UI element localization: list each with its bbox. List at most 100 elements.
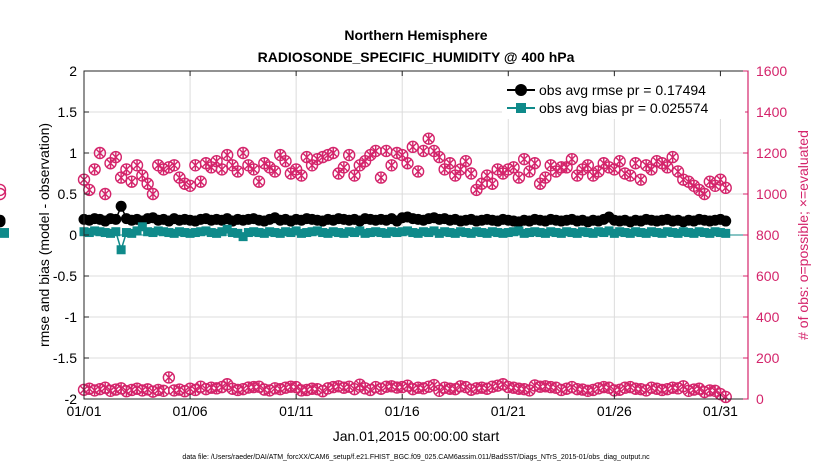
obs-possible-point (146, 187, 160, 201)
obs-evaluated-point (626, 382, 635, 393)
obs-evaluated-point (313, 154, 322, 165)
obs-evaluated-point (270, 166, 279, 177)
bias-point (652, 228, 662, 238)
obs-evaluated-point (345, 150, 354, 161)
obs-evaluated-point (127, 176, 136, 187)
bias-point (567, 228, 577, 238)
bias-point (238, 232, 248, 242)
bias-point (593, 227, 603, 237)
obs-evaluated-point (196, 176, 205, 187)
obs-possible-point (279, 154, 292, 168)
obs-evaluated-point (435, 152, 444, 163)
obs-evaluated-point (180, 178, 189, 189)
legend: obs avg rmse pr = 0.17494 obs avg bias p… (502, 77, 745, 119)
obs-evaluated-point (562, 383, 571, 394)
bias-point (307, 227, 317, 237)
obs-possible-point (109, 150, 123, 164)
right-tick-label: 200 (756, 350, 780, 366)
obs-evaluated-point (594, 166, 603, 177)
bias-point (159, 227, 169, 237)
bias-point (514, 226, 524, 236)
obs-evaluated-point (530, 158, 539, 169)
bias-point (509, 227, 519, 237)
obs-evaluated-point (642, 385, 651, 396)
obs-possible-point (231, 165, 245, 178)
bias-point (275, 228, 285, 238)
obs-possible-point (215, 163, 229, 176)
bias-point (84, 228, 94, 238)
bias-point (259, 228, 269, 238)
obs-evaluated-point (700, 189, 709, 199)
obs-evaluated-point (408, 141, 417, 152)
x-tick-label: 01/06 (173, 403, 208, 419)
legend-bias-label: obs avg bias pr = 0.025574 (539, 100, 709, 116)
obs-evaluated-point (143, 384, 152, 395)
obs-evaluated-point (186, 180, 195, 191)
bias-point (100, 228, 110, 238)
obs-evaluated-point (239, 384, 248, 395)
bias-point (185, 228, 195, 238)
right-axis-ticks: 0 200 400 600 800 1000 1200 1400 1600 (743, 63, 787, 407)
legend-bias-marker (516, 103, 526, 113)
bias-point (349, 228, 359, 238)
obs-evaluated-point (281, 156, 290, 167)
bias-point (387, 227, 397, 237)
bias-point (222, 224, 232, 234)
bias-point (212, 228, 222, 238)
obs-evaluated-point (642, 160, 651, 171)
obs-evaluated-point (382, 145, 391, 156)
bias-point (328, 227, 338, 237)
obs-evaluated-point (366, 384, 375, 395)
obs-evaluated-point (477, 178, 486, 189)
obs-evaluated-point (302, 152, 311, 163)
bias-point (254, 228, 264, 238)
bias-point (662, 227, 672, 237)
obs-evaluated-point (133, 160, 142, 171)
bias-point (339, 228, 349, 238)
bias-point (572, 228, 582, 238)
obs-evaluated-point (323, 150, 332, 161)
obs-evaluated-point (329, 148, 338, 158)
obs-evaluated-point (541, 172, 550, 183)
obs-possible-point (295, 169, 308, 182)
bias-point (121, 228, 131, 238)
bias-point (0, 228, 9, 238)
bias-point (169, 228, 179, 238)
obs-evaluated-point (148, 386, 157, 397)
bias-point (456, 227, 466, 237)
bias-point (403, 226, 413, 236)
obs-possible-point (162, 371, 176, 384)
bias-point (408, 228, 418, 238)
bias-point (196, 227, 206, 237)
bias-point (524, 228, 534, 238)
bias-point (217, 227, 227, 237)
obs-possible-point (666, 150, 679, 164)
obs-evaluated-point (525, 166, 534, 177)
obs-possible-point (0, 183, 7, 197)
bias-point (604, 226, 614, 236)
legend-rmse-marker (515, 84, 527, 96)
obs-evaluated-point (201, 158, 210, 169)
obs-evaluated-point (265, 385, 274, 396)
bias-point (678, 227, 688, 237)
obs-evaluated-point (562, 162, 571, 173)
bias-point (111, 227, 121, 237)
bias-point (684, 228, 694, 238)
obs-possible-point (433, 150, 446, 164)
obs-evaluated-point (658, 158, 667, 169)
obs-evaluated-point (583, 160, 592, 171)
obs-evaluated-point (605, 382, 614, 393)
right-tick-label: 0 (756, 391, 764, 407)
obs-evaluated-point (567, 382, 576, 393)
obs-possible-point (411, 165, 425, 178)
bias-point (190, 228, 200, 238)
bias-point (381, 228, 391, 238)
bias-point (334, 228, 344, 238)
bias-point (615, 227, 625, 237)
bias-point (344, 227, 354, 237)
bias-point (694, 227, 704, 237)
bias-point (450, 228, 460, 238)
bias-point (302, 228, 312, 238)
obs-possible-point (486, 177, 499, 190)
bias-point (578, 227, 588, 237)
